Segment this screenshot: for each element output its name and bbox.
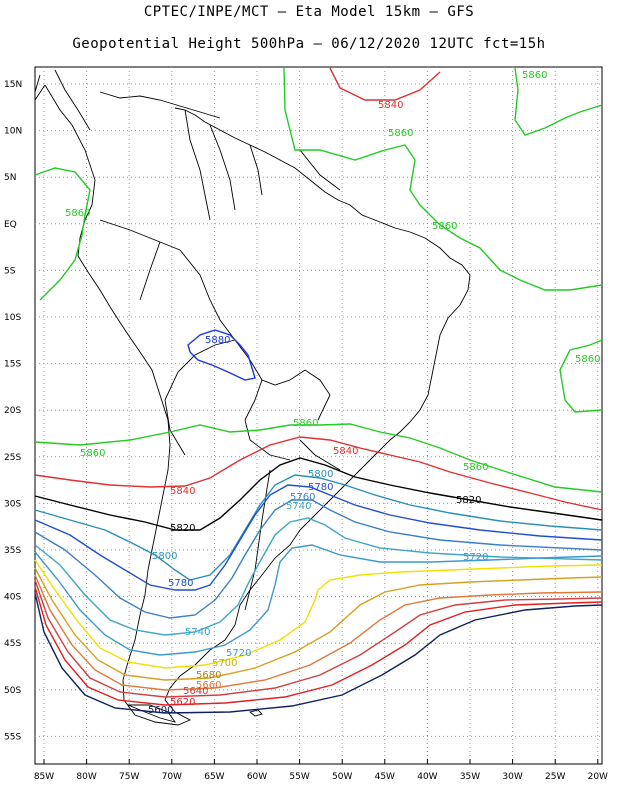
lat-label: 20S: [4, 406, 21, 416]
label-5760: 5760: [290, 492, 315, 503]
lon-label: 65W: [204, 772, 224, 782]
lat-label: 10N: [4, 127, 22, 137]
contour-5840-north: [329, 67, 441, 101]
lat-label: 5N: [4, 173, 16, 183]
lat-label: 25S: [4, 453, 21, 463]
label-5780-west: 5780: [168, 578, 193, 589]
lon-label: 40W: [417, 772, 437, 782]
label-5820-east: 5820: [456, 495, 481, 506]
lon-label: 70W: [162, 772, 182, 782]
caribbean-coast: [99, 91, 221, 119]
lon-label: 50W: [332, 772, 352, 782]
label-5860-south-a: 5860: [293, 418, 318, 429]
tierra-del-fuego: [127, 704, 177, 723]
contour-5860-north: [283, 67, 603, 291]
map-title-line2: Geopotential Height 500hPa – 06/12/2020 …: [72, 36, 546, 52]
label-5620: 5620: [170, 697, 195, 708]
lon-label: 20W: [588, 772, 608, 782]
label-5860-west: 5860: [65, 208, 90, 219]
lat-label: EQ: [4, 220, 17, 230]
contour-5780: [34, 484, 603, 591]
contour-5760: [34, 499, 603, 619]
contours: [34, 67, 603, 714]
label-5720-east: 5720: [463, 552, 488, 563]
contour-5860-west: [34, 167, 91, 301]
longitude-labels: 85W 80W 75W 70W 65W 60W 55W 50W 45W 40W 35W 30W 25W 2…: [34, 772, 608, 782]
label-5660: 5660: [196, 680, 221, 691]
contour-5860-south: [34, 423, 603, 493]
contour-5720: [34, 544, 603, 656]
axis-ticks: [43, 759, 599, 764]
south-america-coastline: [44, 84, 471, 726]
lat-label: 35S: [4, 546, 21, 556]
contour-5840-south: [34, 436, 603, 511]
lon-label: 60W: [247, 772, 267, 782]
lon-label: 25W: [545, 772, 565, 782]
map-title-line1: CPTEC/INPE/MCT – Eta Model 15km – GFS: [143, 4, 475, 20]
lon-label: 35W: [460, 772, 480, 782]
contour-5820: [34, 457, 603, 531]
contour-5680: [34, 567, 603, 681]
label-5860-east: 5860: [575, 354, 600, 365]
lon-label: 80W: [76, 772, 96, 782]
map-frame: [34, 66, 603, 765]
lat-label: 55S: [4, 732, 21, 742]
coastlines-and-borders: [34, 69, 471, 726]
label-5840-north: 5840: [378, 100, 403, 111]
contour-5620: [34, 586, 603, 706]
label-5720-west: 5720: [226, 648, 251, 659]
label-5800-west: 5800: [152, 551, 177, 562]
label-5640: 5640: [183, 686, 208, 697]
label-5880: 5880: [205, 335, 230, 346]
lon-label: 45W: [375, 772, 395, 782]
lat-label: 30S: [4, 499, 21, 509]
contour-5600: [34, 592, 603, 714]
contour-5860-ne: [514, 67, 603, 136]
label-5800-east: 5800: [308, 469, 333, 480]
lat-lon-grid: [35, 67, 602, 764]
lat-label: 45S: [4, 639, 21, 649]
central-america-coast: [34, 69, 91, 131]
border-lines: [99, 109, 341, 611]
lat-label: 5S: [4, 266, 16, 276]
label-5860-central: 5860: [432, 221, 457, 232]
label-5740-east: 5740: [286, 501, 311, 512]
label-5780-east: 5780: [308, 482, 333, 493]
label-5700: 5700: [212, 658, 237, 669]
lat-label: 10S: [4, 313, 21, 323]
label-5600: 5600: [148, 705, 173, 716]
label-5680: 5680: [196, 670, 221, 681]
contour-labels: 5860 5860 5840 5860 5860 5860 5880 5860 …: [65, 70, 600, 716]
lon-label: 30W: [502, 772, 522, 782]
lat-label: 15N: [4, 80, 22, 90]
lon-label: 55W: [289, 772, 309, 782]
contour-5740: [34, 517, 603, 636]
falklands: [249, 709, 263, 717]
label-5860-ne: 5860: [522, 70, 547, 81]
lon-label: 75W: [119, 772, 139, 782]
label-5840-south-b: 5840: [170, 486, 195, 497]
label-5820-west: 5820: [170, 523, 195, 534]
contour-5800: [34, 474, 603, 581]
label-5860-north: 5860: [388, 128, 413, 139]
latitude-labels: 15N 10N 5N EQ 5S 10S 15S 20S 25S 30S 35S 40S 45S 50S 5…: [4, 80, 22, 742]
contour-5880-bolivia: [187, 329, 256, 381]
label-5860-south-b: 5860: [80, 448, 105, 459]
contour-5640: [34, 579, 603, 698]
label-5860-south-c: 5860: [463, 462, 488, 473]
label-5740-west: 5740: [185, 627, 210, 638]
label-5840-south-a: 5840: [333, 446, 358, 457]
lon-label: 85W: [34, 772, 54, 782]
contour-5860-east: [559, 339, 603, 413]
lat-label: 40S: [4, 593, 21, 603]
contour-5700: [34, 559, 603, 669]
lat-label: 15S: [4, 360, 21, 370]
contour-5660: [34, 574, 603, 691]
lat-label: 50S: [4, 686, 21, 696]
